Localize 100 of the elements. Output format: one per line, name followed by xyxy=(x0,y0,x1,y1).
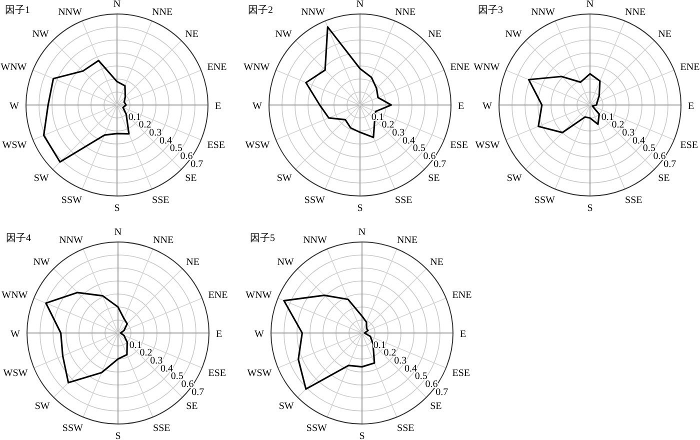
spoke-label: E xyxy=(216,329,222,340)
y-tick-label: 0.5 xyxy=(170,143,182,154)
spoke-label: NE xyxy=(428,28,442,40)
y-tick-label: 0.3 xyxy=(622,127,635,138)
spoke-label: W xyxy=(254,329,265,340)
spoke-label: NNW xyxy=(58,6,83,18)
spoke-label: ESE xyxy=(452,368,470,380)
spoke-label: SSW xyxy=(534,195,556,206)
spoke-label: N xyxy=(358,227,366,238)
spoke-label: WNW xyxy=(244,62,270,73)
spoke-label: SSE xyxy=(397,423,414,434)
spoke-label: WSW xyxy=(2,140,28,152)
spoke-label: NW xyxy=(277,256,294,268)
chart-title: 因子3 xyxy=(478,5,503,16)
y-tick-label: 0.2 xyxy=(382,120,394,131)
spoke-label: NE xyxy=(430,256,444,268)
spoke-label: SE xyxy=(186,401,198,412)
chart-title: 因子5 xyxy=(250,233,275,244)
spoke-label: WNW xyxy=(0,62,28,73)
spoke-label: SSW xyxy=(61,195,83,206)
y-tick-label: 0.4 xyxy=(160,135,172,146)
chart-title: 因子1 xyxy=(5,5,30,16)
y-tick-label: 0.2 xyxy=(138,120,152,131)
spoke-label: SSE xyxy=(152,195,170,206)
spoke-label: ENE xyxy=(450,62,470,73)
y-tick-label: 0.1 xyxy=(129,340,142,351)
spoke-label: N xyxy=(113,0,121,10)
y-tick-label: 0.4 xyxy=(632,135,646,146)
spoke-label: NNE xyxy=(152,6,173,18)
y-tick-label: 0.6 xyxy=(425,378,438,390)
spoke-label: SW xyxy=(276,173,292,184)
y-tick-label: 0.3 xyxy=(150,355,163,366)
spoke-label: WSW xyxy=(475,140,500,152)
spoke-label: NNW xyxy=(303,234,328,246)
chart-title: 因子2 xyxy=(248,5,273,16)
spoke-label: S xyxy=(114,203,120,214)
spoke-label: SE xyxy=(658,173,670,184)
spoke-label: WNW xyxy=(2,290,28,301)
spoke-label: E xyxy=(688,101,694,112)
y-tick-label: 0.2 xyxy=(384,348,396,359)
y-tick-label: 0.1 xyxy=(601,112,614,123)
spoke-label: WNW xyxy=(474,62,500,73)
spoke-label: S xyxy=(359,431,365,440)
y-tick-label: 0.4 xyxy=(402,135,416,146)
spoke-label: SSE xyxy=(625,195,642,206)
spoke-label: W xyxy=(482,101,493,112)
spoke-label: S xyxy=(357,203,363,214)
spoke-label: SSE xyxy=(395,195,412,206)
spoke-label: ENE xyxy=(208,290,228,301)
spoke-label: WSW xyxy=(247,368,272,380)
spoke-label: W xyxy=(252,101,263,112)
spoke-label: S xyxy=(115,431,121,440)
y-tick-label: 0.6 xyxy=(181,378,194,390)
y-tick-label: 0.6 xyxy=(653,150,666,162)
spoke-label: NE xyxy=(185,28,198,40)
y-tick-label: 0.6 xyxy=(423,150,436,162)
spoke-label: S xyxy=(587,203,593,214)
spoke-label: WSW xyxy=(3,368,28,380)
spoke-label: SSW xyxy=(306,423,328,434)
spoke-label: SE xyxy=(185,173,197,184)
spoke-label: SSW xyxy=(62,423,84,434)
spoke-label: NE xyxy=(186,256,200,268)
spoke-label: NW xyxy=(275,28,292,40)
spoke-label: SW xyxy=(34,173,50,184)
spoke-label: SW xyxy=(34,401,50,412)
spoke-label: NW xyxy=(32,28,50,40)
spoke-label: NE xyxy=(658,28,672,40)
spoke-label: W xyxy=(10,101,20,112)
spoke-label: SE xyxy=(428,173,440,184)
spoke-label: NNE xyxy=(625,6,646,18)
y-tick-label: 0.2 xyxy=(140,348,152,359)
spoke-label: E xyxy=(215,101,222,112)
spoke-label: WSW xyxy=(245,140,270,152)
y-tick-label: 0.4 xyxy=(404,363,418,374)
spoke-label: ENE xyxy=(452,290,472,301)
y-tick-label: 0.7 xyxy=(190,158,204,170)
spoke-label: ENE xyxy=(207,62,227,73)
spoke-label: NW xyxy=(33,256,50,268)
spoke-label: SW xyxy=(506,173,522,184)
spoke-label: N xyxy=(114,227,122,238)
spoke-label: NNE xyxy=(153,234,174,246)
y-tick-label: 0.3 xyxy=(392,127,405,138)
y-tick-label: 0.5 xyxy=(642,143,656,154)
y-tick-label: 0.7 xyxy=(434,158,446,170)
spoke-label: NNE xyxy=(397,234,418,246)
spoke-label: NNW xyxy=(531,6,556,18)
y-tick-label: 0.3 xyxy=(149,127,162,138)
y-tick-label: 0.7 xyxy=(664,158,676,170)
y-tick-label: 0.4 xyxy=(160,363,174,374)
y-tick-label: 0.7 xyxy=(192,386,204,398)
spoke-label: SW xyxy=(278,401,294,412)
y-tick-label: 0.1 xyxy=(128,112,141,123)
y-tick-label: 0.5 xyxy=(412,143,426,154)
spoke-label: N xyxy=(586,0,594,10)
spoke-label: NNW xyxy=(301,6,326,18)
spoke-label: ESE xyxy=(680,140,698,152)
spoke-label: SSE xyxy=(153,423,170,434)
spoke-label: ESE xyxy=(207,140,226,152)
y-tick-label: 0.2 xyxy=(612,120,624,131)
y-tick-label: 0.3 xyxy=(394,355,407,366)
